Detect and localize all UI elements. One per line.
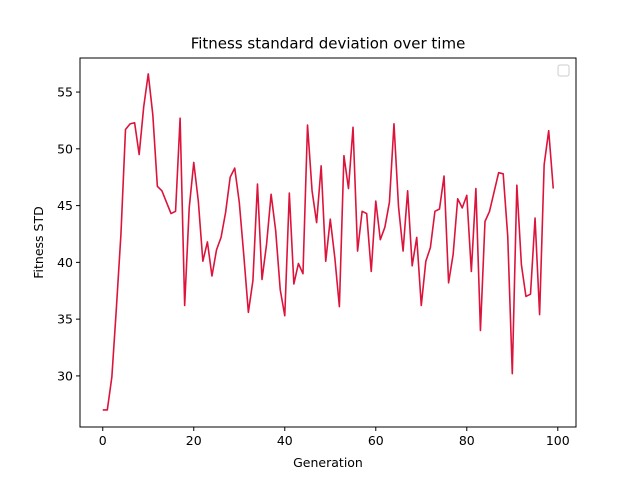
y-axis: 30 35 40 45 50 55: [57, 85, 80, 383]
y-tick-label: 55: [57, 85, 73, 100]
plot-area-frame: [79, 57, 577, 428]
x-tick-label: 60: [368, 433, 384, 448]
y-tick-label: 35: [57, 312, 73, 327]
y-tick-label: 40: [57, 255, 73, 270]
x-axis: 0 20 40 60 80 100: [99, 427, 570, 448]
y-tick-label: 50: [57, 141, 73, 156]
chart-title: Fitness standard deviation over time: [191, 35, 466, 53]
y-tick-label: 45: [57, 198, 73, 213]
x-axis-label: Generation: [293, 455, 363, 470]
x-tick-label: 20: [186, 433, 202, 448]
series-layer: [102, 73, 555, 411]
y-tick-label: 30: [57, 368, 73, 383]
legend-box: [557, 64, 570, 77]
x-tick-label: 40: [277, 433, 293, 448]
series-line-0: [102, 73, 555, 411]
y-axis-label: Fitness STD: [31, 206, 46, 278]
x-tick-label: 0: [99, 433, 107, 448]
x-tick-label: 80: [459, 433, 475, 448]
x-tick-label: 100: [546, 433, 570, 448]
